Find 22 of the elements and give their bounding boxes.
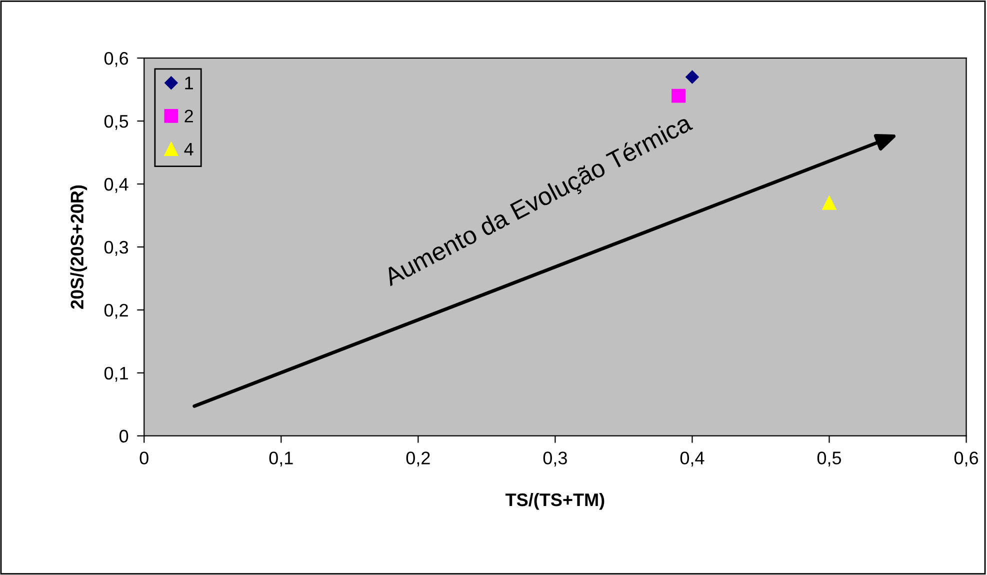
point — [822, 196, 836, 210]
legend-label: 1 — [185, 76, 193, 90]
x-tick-label: 0 — [140, 452, 148, 464]
x-tick-label: 0,3 — [543, 452, 567, 467]
x-axis-title: TS/(TS+TM) — [505, 492, 604, 510]
point — [672, 88, 686, 103]
y-tick-label: 0,4 — [104, 178, 128, 193]
y-tick-label: 0 — [119, 430, 128, 443]
y-tick-label: 0,1 — [104, 366, 128, 382]
x-tick-label: 0,6 — [954, 452, 978, 467]
legend-label: 2 — [184, 110, 193, 122]
point — [686, 70, 699, 84]
x-tick-label: 0,4 — [680, 452, 704, 467]
x-tick-label: 0,2 — [406, 452, 430, 467]
y-tick-label: 0,6 — [104, 52, 128, 67]
legend-label: 4 — [184, 142, 194, 156]
y-tick-label: 0,2 — [104, 304, 128, 319]
x-tick-label: 0,5 — [817, 452, 842, 467]
y-axis-title: 20S/(20S+20R) — [70, 185, 88, 309]
y-tick-label: 0,5 — [104, 114, 128, 130]
y-tick-label: 0,3 — [104, 240, 128, 256]
x-tick-label: 0,1 — [269, 452, 293, 467]
